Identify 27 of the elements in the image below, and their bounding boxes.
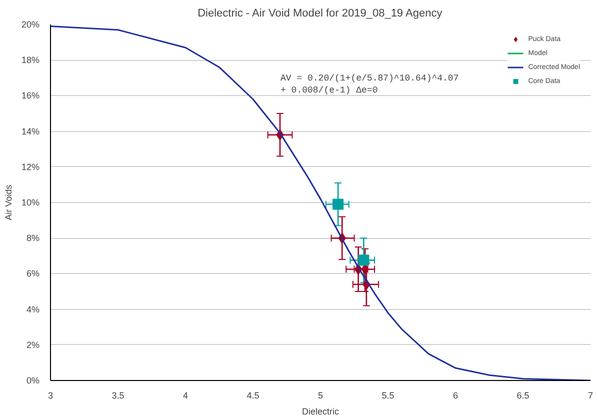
- y-tick-label: 12%: [21, 162, 40, 172]
- y-tick-label: 10%: [21, 198, 40, 208]
- point: [358, 254, 370, 266]
- x-tick-label: 7: [588, 390, 594, 400]
- point: [332, 198, 344, 210]
- x-tick-label: 3.5: [112, 390, 124, 400]
- y-tick-label: 6%: [26, 268, 40, 279]
- y-tick-label: 0%: [26, 376, 40, 386]
- chart-title: Dielectric - Air Void Model for 2019_08_19 Agency: [198, 8, 443, 20]
- y-tick-label: 20%: [21, 20, 40, 30]
- y-tick-label: 2%: [26, 340, 40, 350]
- x-tick-label: 5.5: [382, 390, 394, 400]
- x-axis-title: Dielectric: [302, 406, 340, 416]
- y-tick-label: 16%: [21, 90, 40, 101]
- x-tick-label: 5: [318, 390, 324, 400]
- y-tick-label: 14%: [21, 126, 40, 136]
- line-series: [50, 26, 590, 380]
- y-axis-title: Air Voids: [3, 184, 14, 220]
- x-tick-label: 6: [452, 390, 458, 400]
- x-tick-label: 4.5: [246, 390, 260, 400]
- y-tick-label: 18%: [21, 55, 40, 66]
- x-tick-label: 3: [48, 390, 54, 400]
- y-tick-label: 4%: [26, 304, 40, 314]
- y-tick-label: 8%: [26, 233, 40, 244]
- x-tick-label: 6.5: [516, 390, 530, 400]
- x-tick-label: 4: [182, 390, 188, 400]
- annotation: AV = 0.20/(1+(e/5.87)^10.64)^4.07 + 0.008/(e-1) Δe=0: [280, 74, 459, 96]
